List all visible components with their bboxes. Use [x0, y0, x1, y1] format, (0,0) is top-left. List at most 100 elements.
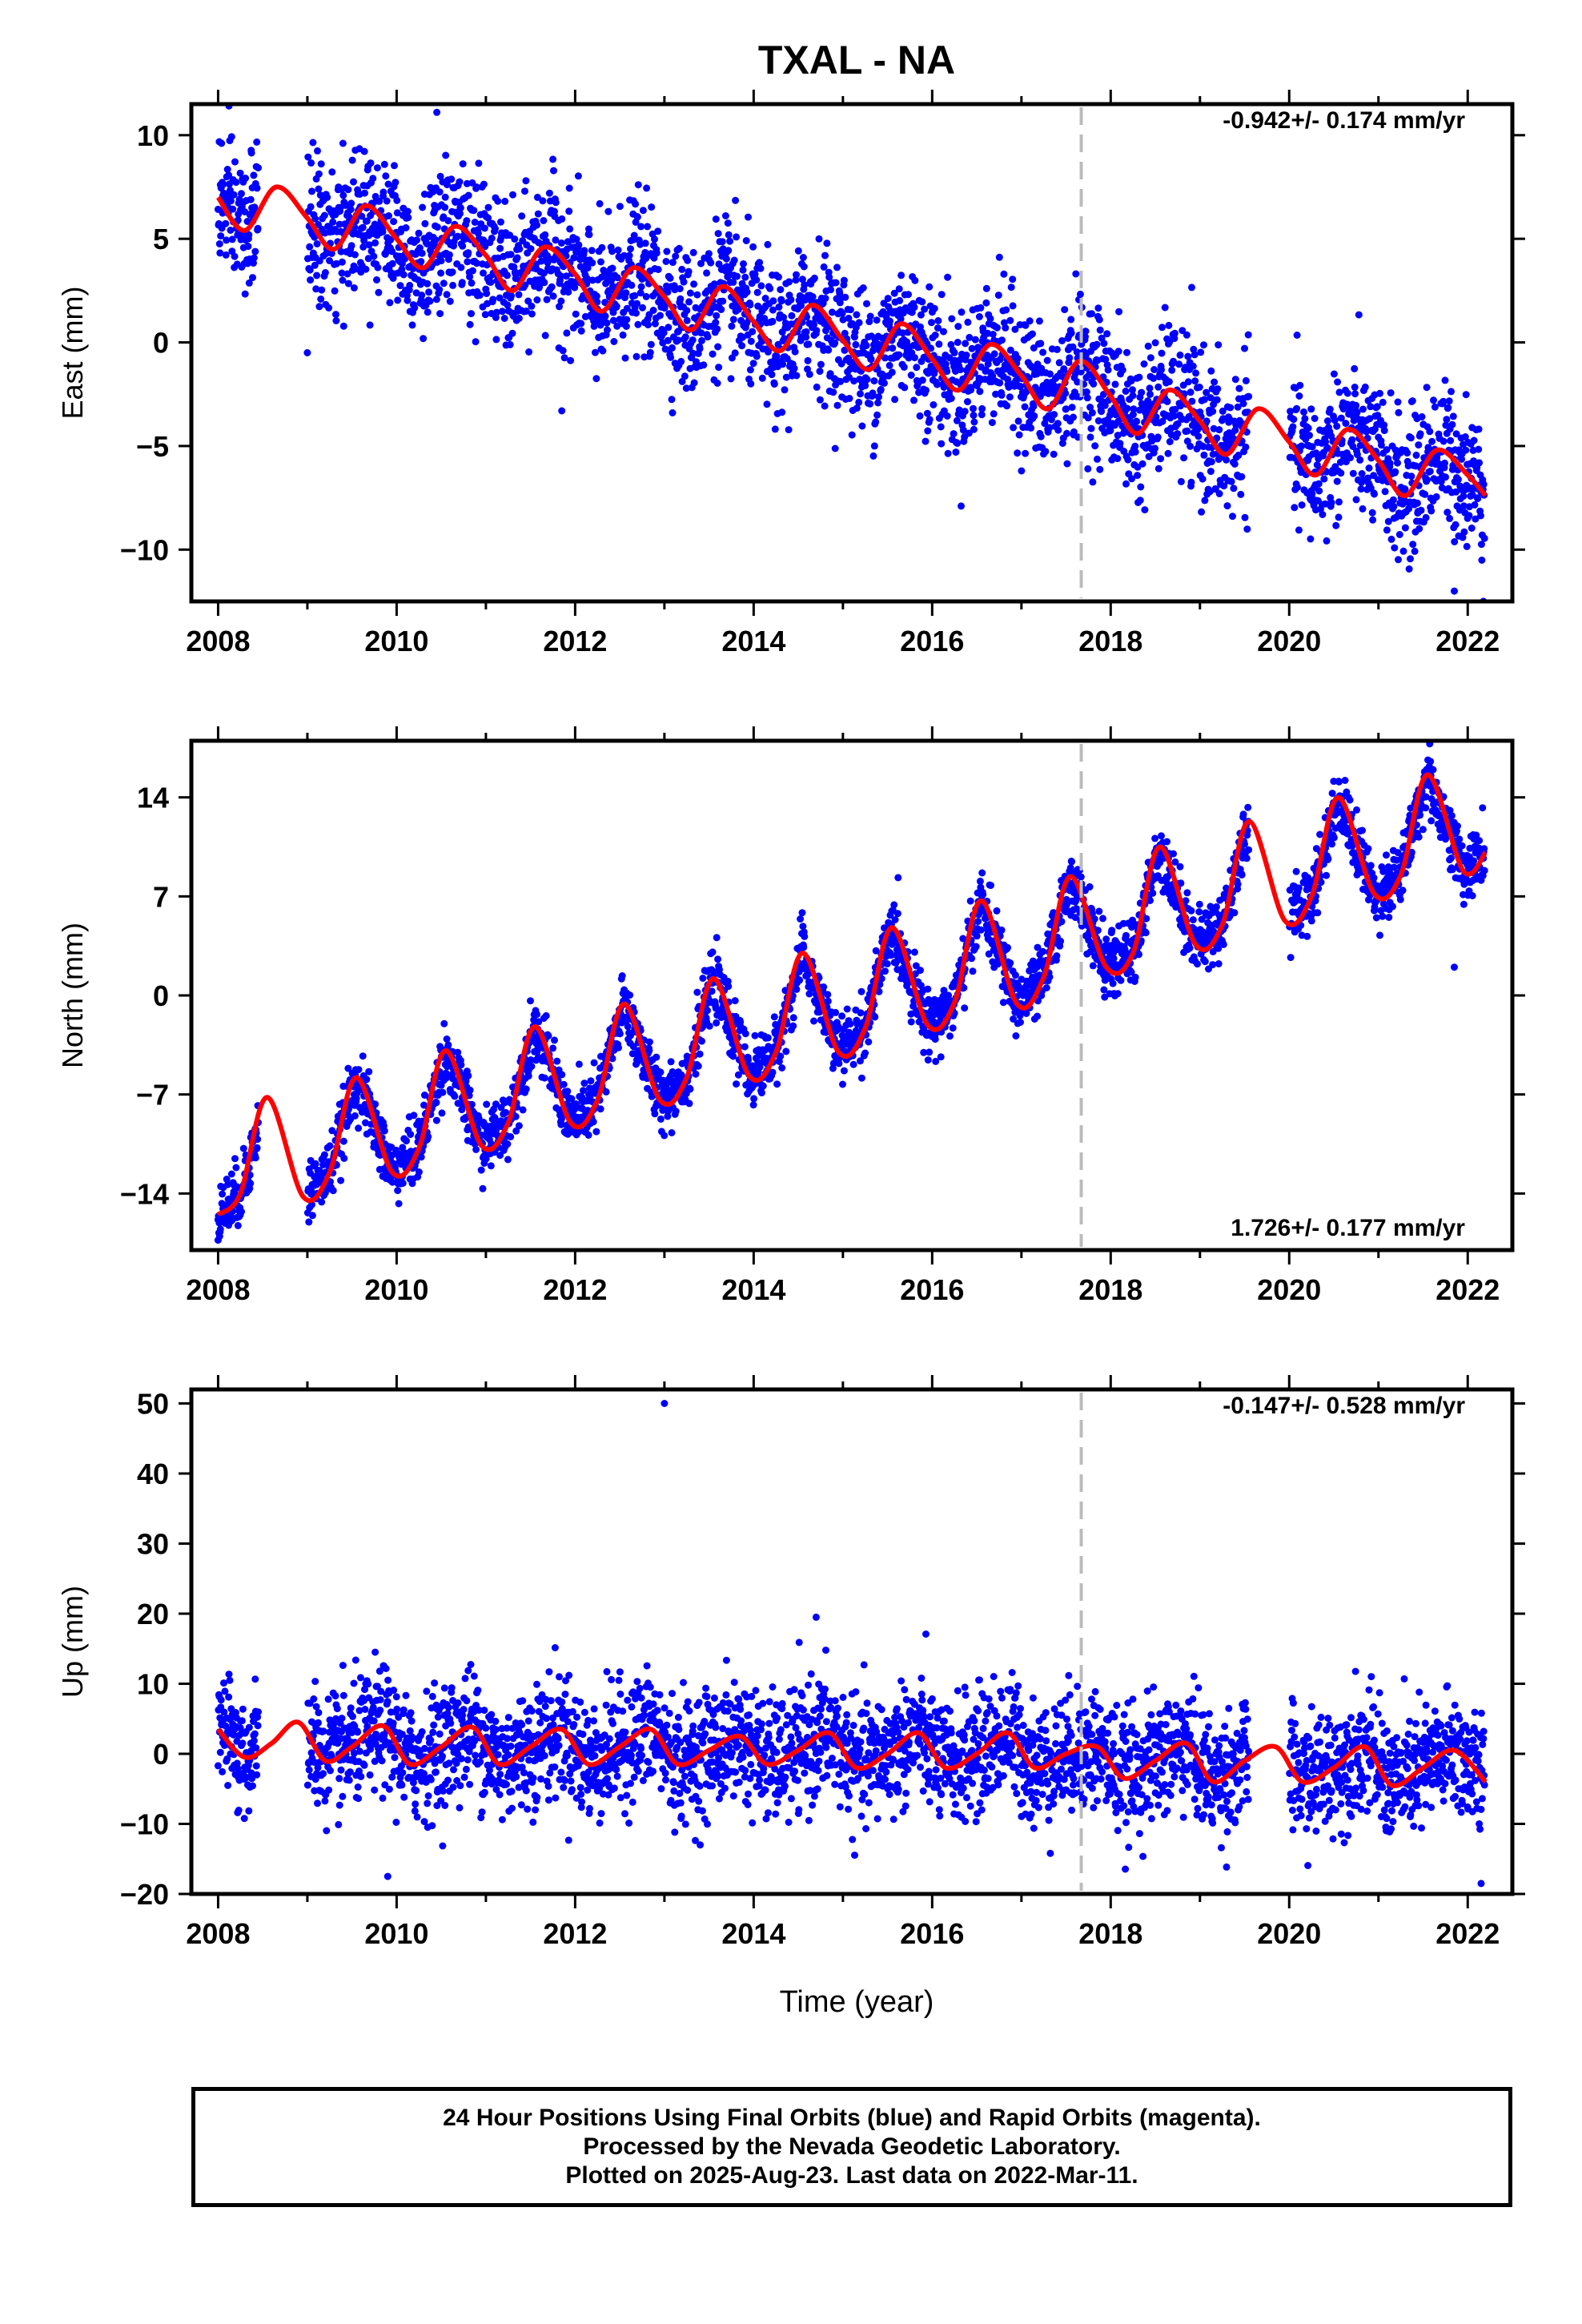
east-point — [307, 276, 315, 284]
east-point — [713, 312, 721, 320]
east-point — [563, 329, 571, 337]
east-point — [953, 416, 961, 424]
east-point — [1154, 464, 1162, 472]
north-point — [714, 955, 722, 963]
north-point — [320, 1151, 328, 1159]
east-point — [371, 239, 379, 247]
east-point — [344, 279, 352, 287]
east-point — [1170, 357, 1177, 365]
east-point — [404, 214, 412, 222]
east-point — [881, 379, 888, 387]
east-point — [1307, 405, 1315, 413]
east-points — [214, 104, 1488, 601]
east-point — [729, 302, 737, 310]
east-point — [379, 228, 387, 235]
x-tick-label: 2014 — [721, 625, 785, 657]
east-point — [785, 426, 793, 434]
east-point — [339, 322, 347, 330]
east-point — [685, 267, 693, 275]
east-point — [825, 346, 833, 354]
east-point — [599, 347, 607, 355]
east-point — [1035, 317, 1043, 325]
east-point — [742, 237, 750, 244]
east-point — [970, 418, 978, 426]
east-point — [456, 178, 464, 186]
east-point — [910, 354, 918, 362]
east-point — [1352, 401, 1360, 409]
east-point — [533, 221, 540, 229]
east-point — [891, 396, 899, 404]
east-point — [1348, 436, 1356, 444]
east-point — [1426, 428, 1434, 436]
east-point — [1462, 446, 1470, 454]
east-point — [1442, 473, 1449, 481]
east-point — [874, 399, 882, 407]
east-point — [1290, 416, 1298, 424]
east-point — [675, 244, 683, 252]
north-point — [648, 1092, 656, 1100]
east-point — [421, 219, 429, 227]
east-point — [418, 249, 426, 257]
east-point — [1454, 476, 1462, 484]
east-point — [1215, 426, 1223, 434]
east-point — [930, 304, 938, 312]
east-point — [1077, 368, 1085, 376]
east-point — [838, 309, 846, 317]
east-point — [911, 276, 919, 284]
north-point — [713, 934, 721, 942]
north-point — [777, 1052, 785, 1060]
east-point — [1151, 339, 1159, 347]
east-point — [609, 316, 617, 324]
east-point — [588, 247, 596, 255]
east-point — [822, 327, 829, 335]
east-point — [751, 271, 759, 278]
north-point — [432, 1099, 440, 1107]
north-point — [745, 1056, 752, 1064]
east-point — [386, 299, 394, 307]
east-point — [1135, 373, 1143, 381]
east-point — [717, 306, 725, 313]
north-point — [557, 1120, 565, 1128]
east-point — [1235, 384, 1243, 392]
east-point — [1383, 446, 1391, 454]
north-point — [328, 1127, 336, 1135]
east-point — [895, 285, 903, 293]
east-point — [339, 191, 347, 199]
east-point — [1241, 513, 1249, 521]
east-point — [797, 301, 805, 309]
north-point — [584, 1131, 592, 1139]
north-point — [251, 1154, 259, 1162]
north-point — [359, 1052, 367, 1060]
east-point — [1165, 378, 1173, 386]
east-point — [436, 286, 444, 294]
east-point — [1203, 388, 1211, 396]
east-point — [828, 308, 836, 316]
east-point — [231, 252, 239, 260]
east-point — [1203, 417, 1211, 425]
east-point — [1015, 431, 1023, 439]
east-point — [870, 442, 878, 450]
east-point — [1201, 497, 1209, 505]
east-point — [604, 326, 611, 334]
east-point — [686, 289, 694, 297]
east-point — [432, 236, 440, 244]
east-point — [995, 253, 1003, 261]
north-point — [798, 909, 806, 917]
east-point — [311, 215, 319, 223]
north-point — [824, 991, 832, 999]
east-point — [1323, 537, 1331, 545]
east-point — [713, 380, 721, 387]
east-point — [677, 295, 685, 303]
east-point — [761, 295, 769, 302]
east-point — [855, 398, 863, 406]
east-point — [1308, 490, 1316, 498]
east-point — [1337, 469, 1345, 477]
east-point — [508, 292, 516, 300]
east-point — [1170, 412, 1178, 420]
east-point — [689, 349, 697, 357]
north-point — [540, 1074, 548, 1082]
east-point — [533, 296, 541, 304]
east-point — [585, 225, 592, 233]
east-point — [584, 264, 592, 272]
east-point — [1084, 414, 1092, 422]
